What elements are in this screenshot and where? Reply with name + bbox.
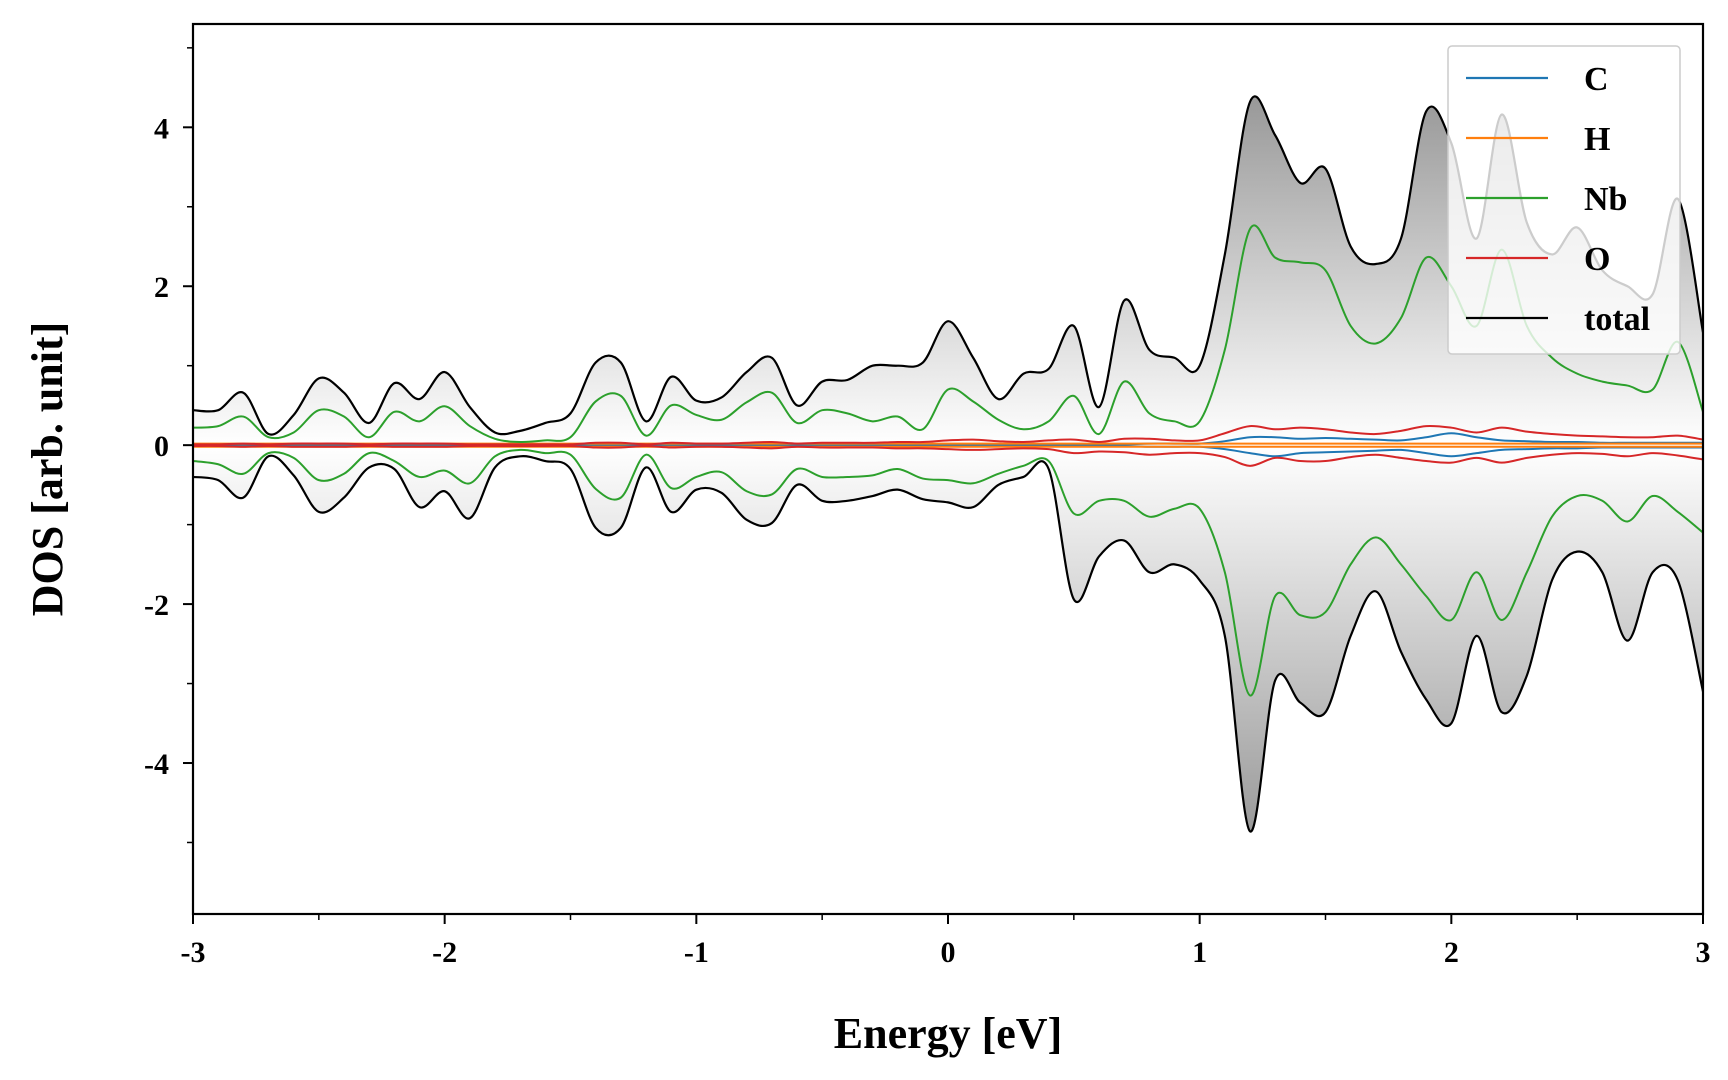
x-axis-label: Energy [eV]	[834, 1009, 1063, 1058]
y-axis-label: DOS [arb. unit]	[23, 322, 72, 617]
y-tick-label: -4	[144, 748, 169, 781]
x-tick-label: 1	[1192, 936, 1207, 969]
legend-label-nb: Nb	[1584, 181, 1627, 218]
legend-label-h: H	[1584, 121, 1610, 158]
y-tick-label: 2	[154, 271, 169, 304]
y-axis-ticks: 4 2 0 -2 -4	[144, 47, 193, 844]
y-tick-label: -2	[144, 589, 169, 622]
total-fill-down	[193, 445, 1703, 832]
x-tick-label: 3	[1696, 936, 1711, 969]
series-line-total-down	[193, 454, 1703, 833]
legend-box	[1447, 45, 1681, 355]
x-tick-label: -3	[181, 936, 206, 969]
legend-label-o: O	[1584, 241, 1610, 278]
legend-label-c: C	[1584, 61, 1609, 98]
series-line-nb-down	[193, 448, 1703, 697]
series-line-o-down	[193, 444, 1703, 467]
y-tick-label: 0	[154, 430, 169, 463]
x-axis-ticks: -3 -2 -1 0 1 2 3	[181, 914, 1711, 969]
x-tick-label: 2	[1444, 936, 1459, 969]
legend-label-total: total	[1584, 301, 1650, 338]
total-fill-up	[193, 96, 1703, 446]
x-tick-label: 0	[941, 936, 956, 969]
total-fill-group	[193, 96, 1703, 832]
x-tick-label: -1	[684, 936, 709, 969]
x-tick-label: -2	[432, 936, 457, 969]
series-line-o-up	[193, 424, 1703, 446]
y-tick-label: 4	[154, 112, 169, 145]
